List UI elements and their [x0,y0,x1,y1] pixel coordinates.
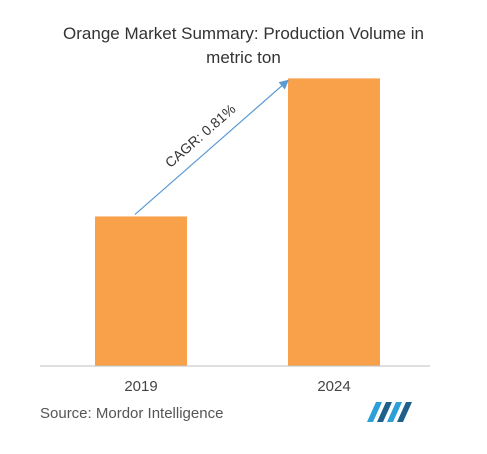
x-tick-label-2024: 2024 [317,378,350,395]
mordor-intelligence-logo-icon [367,402,412,422]
bar-2019 [95,216,187,366]
x-tick-label-2019: 2019 [124,378,157,395]
bar-2024 [288,78,380,366]
cagr-arrow [134,79,289,215]
cagr-label: CAGR: 0.81% [162,101,239,171]
chart-title: Orange Market Summary: Production Volume… [0,22,487,70]
source-text: Source: Mordor Intelligence [40,405,224,422]
chart-title-line1: Orange Market Summary: Production Volume… [63,24,424,43]
chart-title-line2: metric ton [206,48,281,67]
